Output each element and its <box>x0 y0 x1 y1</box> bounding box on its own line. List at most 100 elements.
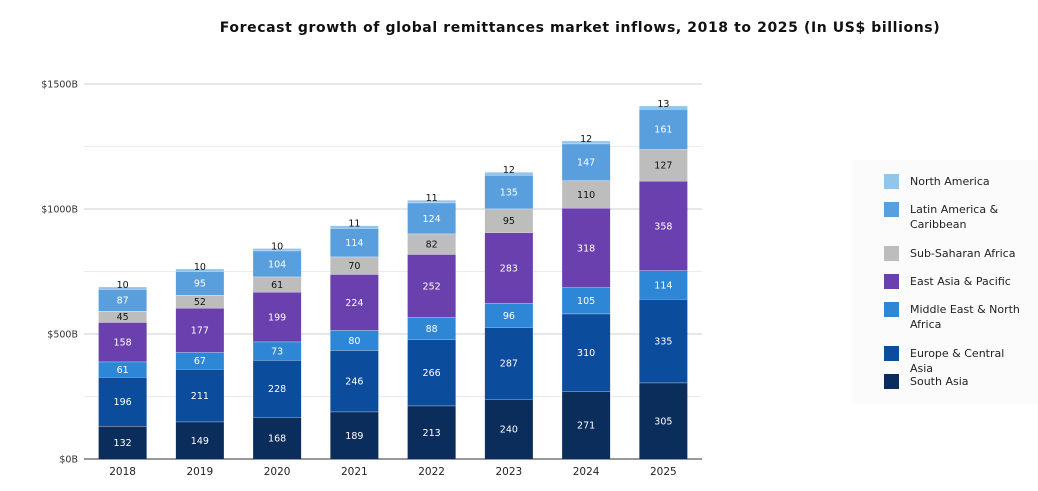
legend-label: Latin America & Caribbean <box>910 203 999 231</box>
bar-segment <box>639 149 688 181</box>
bar-segment <box>639 299 688 383</box>
data-label: 88 <box>426 324 438 335</box>
data-label: 10 <box>194 262 206 273</box>
legend-swatch <box>884 202 899 217</box>
bar-segment <box>484 232 533 304</box>
data-label: 135 <box>500 187 518 198</box>
bar-segment <box>330 330 379 351</box>
legend-swatch <box>884 174 899 189</box>
bar-segment <box>330 228 379 257</box>
data-label: 73 <box>271 346 283 357</box>
bar-segment <box>484 303 533 328</box>
data-label: 246 <box>345 377 363 388</box>
bar-segment <box>175 308 224 353</box>
bar-segment <box>407 339 456 406</box>
bar-segment <box>98 322 147 362</box>
bar-segment <box>175 268 224 272</box>
bar-segment <box>639 181 688 271</box>
chart-title: Forecast growth of global remittances ma… <box>219 20 941 36</box>
legend-item-north-america: North America <box>884 174 1028 189</box>
bar-segment <box>407 405 456 459</box>
data-label: 104 <box>268 259 286 270</box>
bar-segment <box>175 352 224 369</box>
data-label: 358 <box>654 221 672 232</box>
bar-segment <box>330 256 379 275</box>
legend-item-east-asia-pacific: East Asia & Pacific <box>884 274 1028 289</box>
legend-label: South Asia <box>910 375 969 388</box>
bar-segment <box>562 180 611 208</box>
x-tick-label: 2018 <box>109 466 136 478</box>
data-label: 114 <box>654 280 672 291</box>
data-label: 271 <box>577 421 595 432</box>
data-label: 310 <box>577 348 595 359</box>
legend-item-latin-america-caribbean: Latin America & Caribbean <box>884 202 1028 232</box>
bar-segment <box>330 350 379 412</box>
bar-segment <box>562 143 611 181</box>
data-label: 61 <box>117 365 129 376</box>
bar-segment <box>253 250 302 277</box>
legend-swatch <box>884 346 899 361</box>
data-label: 13 <box>657 99 669 110</box>
legend-swatch <box>884 302 899 317</box>
x-tick-label: 2022 <box>418 466 445 478</box>
data-label: 161 <box>654 125 672 136</box>
legend-label: North America <box>910 175 990 188</box>
bar-segment <box>253 417 302 459</box>
bar-segment <box>639 109 688 150</box>
data-label: 266 <box>423 368 441 379</box>
legend-label: Sub-Saharan Africa <box>910 247 1016 260</box>
bar-segment <box>253 248 302 251</box>
bar-segment <box>98 361 147 377</box>
bar-segment <box>98 377 147 426</box>
bar-segment <box>484 327 533 399</box>
bar-segment <box>639 270 688 299</box>
data-label: 110 <box>577 190 595 201</box>
data-label: 211 <box>191 391 209 402</box>
data-label: 95 <box>503 216 515 227</box>
bar-segment <box>330 411 379 459</box>
data-label: 240 <box>500 425 518 436</box>
data-label: 189 <box>345 431 363 442</box>
bar-segment <box>98 286 147 290</box>
y-tick-label: $1000B <box>41 205 78 216</box>
legend-swatch <box>884 274 899 289</box>
y-tick-label: $1500B <box>41 80 78 91</box>
data-label: 87 <box>117 296 129 307</box>
y-tick-label: $0B <box>59 455 78 466</box>
data-label: 283 <box>500 263 518 274</box>
x-tick-label: 2023 <box>496 466 523 478</box>
data-label: 11 <box>348 219 360 230</box>
bar-segment <box>175 421 224 459</box>
x-tick-label: 2025 <box>650 466 677 478</box>
bar-segment <box>253 276 302 292</box>
legend-item-sub-saharan-africa: Sub-Saharan Africa <box>884 246 1028 261</box>
data-label: 96 <box>503 311 515 322</box>
bar-segment <box>98 426 147 459</box>
bar-segment <box>98 311 147 323</box>
bar-segment <box>253 341 302 360</box>
bar-segment <box>562 313 611 392</box>
bar-segment <box>562 208 611 288</box>
data-label: 252 <box>423 281 441 292</box>
x-tick-label: 2020 <box>264 466 291 478</box>
data-label: 12 <box>580 134 592 145</box>
data-label: 224 <box>345 298 363 309</box>
bar-segment <box>330 274 379 331</box>
legend-swatch <box>884 246 899 261</box>
bar-segment <box>253 360 302 417</box>
data-label: 132 <box>114 438 132 449</box>
legend-swatch <box>884 374 899 389</box>
data-label: 45 <box>117 312 129 323</box>
data-label: 105 <box>577 296 595 307</box>
legend-label: East Asia & Pacific <box>910 275 1011 288</box>
data-label: 12 <box>503 165 515 176</box>
bars: 132 196 61 158 45 87 10 149 211 67 177 52 95 10 168 228… <box>98 99 688 459</box>
bar-segment <box>562 140 611 144</box>
data-label: 147 <box>577 158 595 169</box>
data-label: 196 <box>114 397 132 408</box>
data-label: 199 <box>268 312 286 323</box>
x-tick-label: 2021 <box>341 466 368 478</box>
data-label: 305 <box>654 416 672 427</box>
data-label: 213 <box>423 428 441 439</box>
